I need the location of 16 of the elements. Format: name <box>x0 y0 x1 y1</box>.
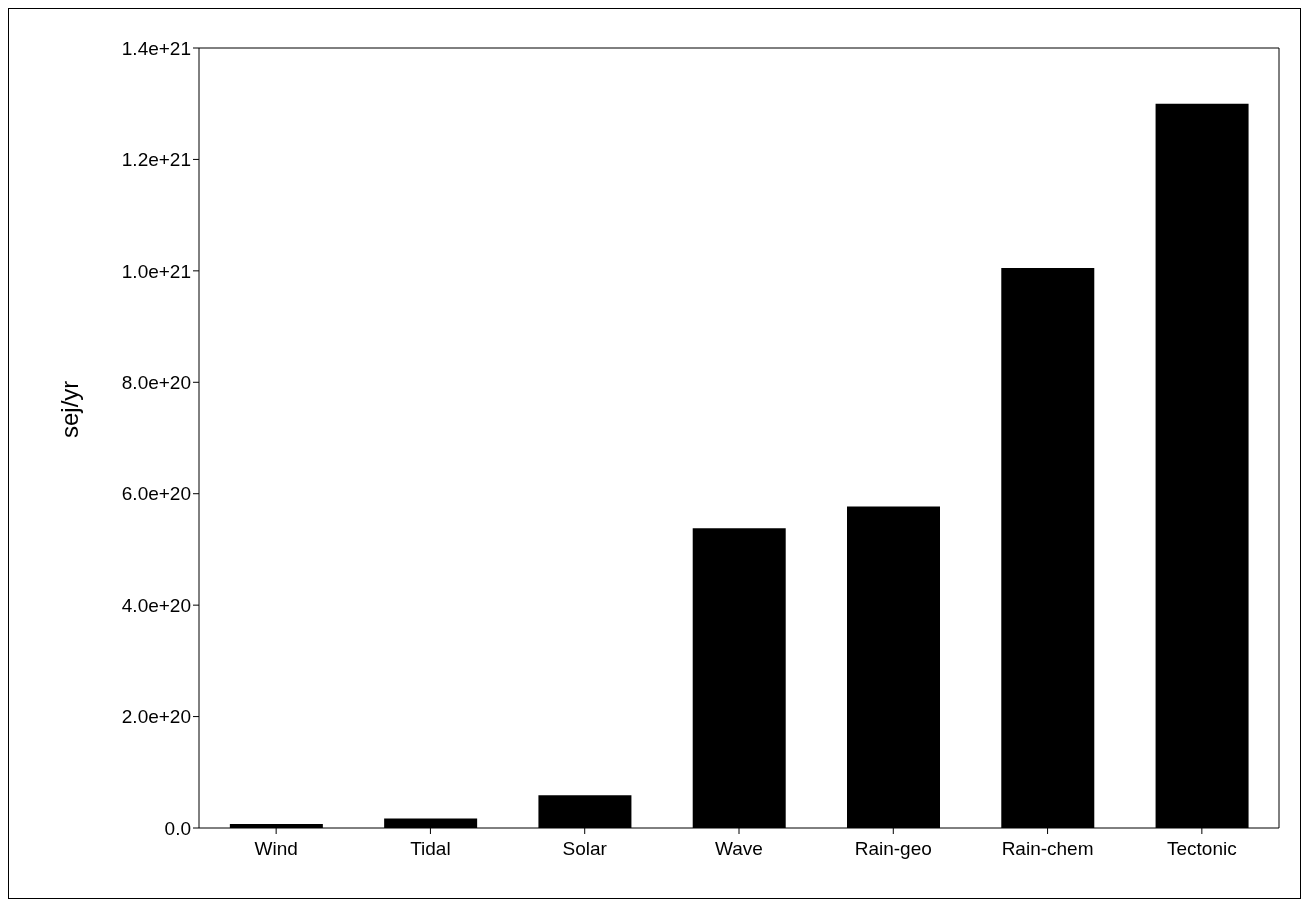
x-tick-label: Rain-geo <box>854 838 932 860</box>
x-tick-label: Tectonic <box>1167 838 1237 860</box>
x-tick-label: Wind <box>254 838 298 860</box>
y-tick-label: 0.0 <box>164 817 191 839</box>
y-tick-label: 1.4e+21 <box>121 37 191 59</box>
x-tick-label: Tidal <box>410 838 451 860</box>
x-tick-label: Solar <box>562 838 608 860</box>
y-tick-label: 6.0e+20 <box>121 483 191 505</box>
y-tick-label: 8.0e+20 <box>121 372 191 394</box>
y-tick-label: 2.0e+20 <box>121 706 191 728</box>
x-tick-label: Wave <box>715 838 763 860</box>
y-axis-title: sej/yr <box>55 380 83 438</box>
y-tick-label: 4.0e+20 <box>121 594 191 616</box>
x-tick-label: Rain-chem <box>1001 838 1094 860</box>
y-tick-label: 1.2e+21 <box>121 149 191 171</box>
y-tick-label: 1.0e+21 <box>121 260 191 282</box>
